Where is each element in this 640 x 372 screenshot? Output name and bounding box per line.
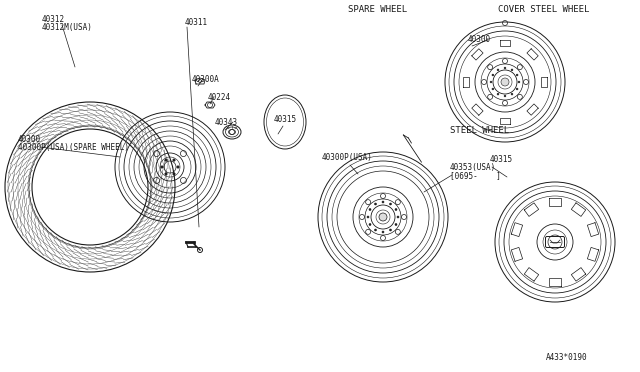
Text: STEEL WHEEL: STEEL WHEEL — [450, 126, 509, 135]
Text: 40311: 40311 — [185, 18, 208, 27]
Circle shape — [504, 67, 506, 69]
Circle shape — [382, 231, 384, 233]
Text: 40315: 40315 — [490, 155, 513, 164]
Circle shape — [395, 208, 397, 211]
Circle shape — [173, 173, 175, 175]
Text: 40300P(USA)(SPARE WHEEL): 40300P(USA)(SPARE WHEEL) — [18, 143, 129, 152]
Text: 40312: 40312 — [42, 15, 65, 24]
Text: 40353(USA): 40353(USA) — [450, 163, 496, 172]
Circle shape — [390, 229, 392, 231]
Circle shape — [374, 229, 376, 231]
Circle shape — [173, 159, 175, 161]
Text: 40300: 40300 — [468, 35, 491, 44]
Circle shape — [369, 208, 371, 211]
Circle shape — [374, 203, 376, 205]
Circle shape — [518, 81, 520, 83]
Circle shape — [516, 88, 518, 90]
Circle shape — [165, 173, 167, 175]
Text: [0695-    ]: [0695- ] — [450, 171, 501, 180]
Circle shape — [177, 166, 179, 168]
Circle shape — [367, 216, 369, 218]
Text: 40224: 40224 — [208, 93, 231, 102]
Circle shape — [501, 78, 509, 86]
Circle shape — [492, 74, 494, 76]
Circle shape — [379, 213, 387, 221]
Text: A433*0190: A433*0190 — [546, 353, 588, 362]
Circle shape — [497, 93, 499, 95]
Circle shape — [397, 216, 399, 218]
Text: 40300A: 40300A — [192, 75, 220, 84]
Circle shape — [161, 166, 163, 168]
Circle shape — [395, 224, 397, 225]
Text: 40315: 40315 — [274, 115, 297, 124]
Circle shape — [490, 81, 492, 83]
Circle shape — [492, 88, 494, 90]
Text: SPARE WHEEL: SPARE WHEEL — [348, 5, 407, 14]
Circle shape — [516, 74, 518, 76]
Circle shape — [504, 95, 506, 97]
Text: 40300: 40300 — [18, 135, 41, 144]
Text: 40312M(USA): 40312M(USA) — [42, 23, 93, 32]
Circle shape — [497, 69, 499, 71]
Circle shape — [511, 69, 513, 71]
Text: 40343: 40343 — [215, 118, 238, 127]
Circle shape — [165, 159, 167, 161]
Circle shape — [382, 201, 384, 203]
Circle shape — [511, 93, 513, 95]
Text: 40300P(USA): 40300P(USA) — [322, 153, 373, 162]
Circle shape — [390, 203, 392, 205]
Text: COVER STEEL WHEEL: COVER STEEL WHEEL — [498, 5, 589, 14]
Circle shape — [369, 224, 371, 225]
